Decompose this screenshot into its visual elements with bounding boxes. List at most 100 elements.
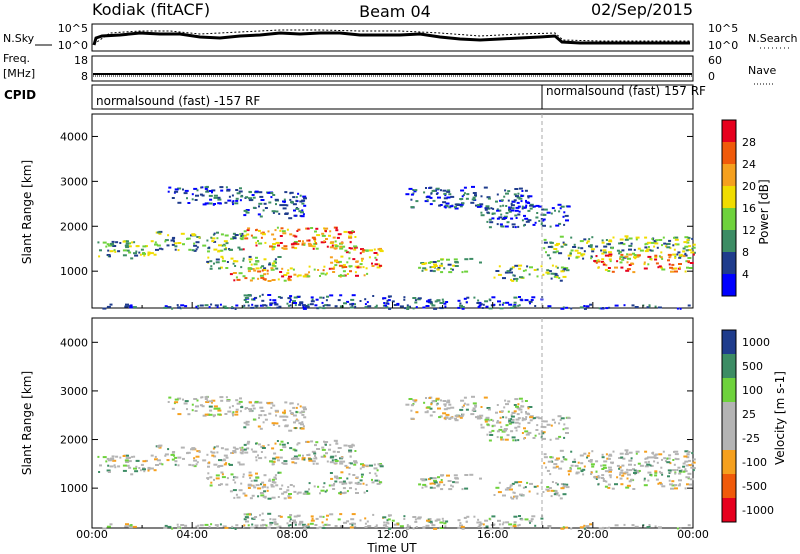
power-echo-cell: [308, 265, 311, 268]
velocity-echo-cell: [267, 512, 272, 515]
velocity-echo-cell: [518, 408, 523, 411]
velocity-echo-cell: [295, 419, 300, 422]
power-echo-cell: [422, 306, 426, 309]
velocity-echo-cell: [688, 483, 693, 486]
power-echo-cell: [313, 238, 317, 241]
power-echo-cell: [339, 247, 344, 250]
velocity-echo-cell: [177, 413, 182, 416]
power-echo-cell: [366, 272, 369, 275]
velocity-echo-cell: [313, 485, 316, 488]
colorbar-tick-label: -1000: [742, 504, 774, 517]
velocity-echo-cell: [255, 442, 257, 445]
velocity-echo-cell: [563, 436, 566, 439]
power-echo-cell: [338, 260, 342, 263]
power-echo-cell: [321, 232, 325, 235]
velocity-echo-cell: [463, 402, 466, 405]
velocity-echo-cell: [220, 471, 224, 474]
velocity-echo-cell: [628, 459, 633, 462]
power-echo-cell: [632, 252, 635, 255]
velocity-echo-cell: [510, 421, 515, 424]
power-echo-cell: [447, 189, 451, 192]
power-echo-cell: [472, 192, 477, 194]
velocity-echo-cell: [446, 407, 451, 410]
velocity-echo-cell: [406, 527, 410, 530]
power-echo-cell: [654, 258, 658, 261]
power-echo-cell: [304, 273, 309, 276]
velocity-echo-cell: [416, 517, 421, 520]
power-echo-cell: [240, 195, 244, 198]
power-echo-cell: [403, 298, 406, 301]
power-echo-cell: [289, 299, 292, 301]
velocity-echo-cell: [290, 457, 294, 460]
power-echo-cell: [644, 250, 649, 253]
velocity-echo-cell: [643, 479, 646, 482]
power-echo-cell: [338, 264, 343, 267]
velocity-echo-cell: [114, 466, 117, 469]
power-echo-cell: [297, 192, 300, 195]
power-echo-cell: [502, 277, 506, 280]
x-tick-label: 16:00: [477, 528, 509, 541]
velocity-echo-cell: [346, 520, 350, 523]
velocity-echo-cell: [344, 464, 348, 467]
velocity-echo-cell: [242, 463, 245, 466]
power-echo-cell: [211, 240, 215, 243]
power-echo-cell: [441, 298, 444, 301]
power-echo-cell: [529, 266, 533, 269]
power-echo-cell: [294, 214, 297, 217]
power-echo-cell: [528, 195, 533, 198]
velocity-echo-cell: [605, 527, 609, 529]
velocity-echo-cell: [620, 469, 624, 472]
power-echo-cell: [332, 236, 336, 239]
velocity-echo-cell: [426, 519, 430, 522]
velocity-echo-cell: [608, 454, 613, 457]
power-echo-cell: [374, 256, 377, 259]
velocity-echo-cell: [204, 413, 209, 416]
velocity-echo-cell: [329, 461, 334, 464]
power-echo-cell: [633, 254, 637, 256]
power-echo-cell: [515, 195, 519, 198]
velocity-echo-cell: [657, 482, 660, 485]
power-echo-cell: [691, 247, 694, 250]
velocity-echo-cell: [193, 398, 198, 400]
velocity-echo-cell: [459, 408, 464, 411]
power-echo-cell: [507, 190, 511, 193]
power-echo-cell: [543, 208, 548, 211]
power-echo-cell: [687, 249, 692, 251]
velocity-echo-cell: [477, 415, 480, 418]
velocity-echo-cell: [662, 450, 665, 453]
power-echo-cell: [633, 248, 636, 251]
power-echo-cell: [422, 267, 427, 270]
velocity-echo-cell: [443, 483, 446, 486]
power-echo-cell: [485, 206, 490, 209]
power-echo-cell: [421, 263, 426, 265]
velocity-echo-cell: [422, 526, 426, 529]
velocity-echo-cell: [372, 513, 375, 516]
power-echo-cell: [213, 194, 218, 197]
power-echo-cell: [374, 263, 379, 266]
velocity-echo-cell: [486, 433, 489, 436]
velocity-echo-cell: [479, 477, 482, 480]
velocity-echo-cell: [597, 483, 600, 486]
power-echo-cell: [520, 299, 524, 302]
velocity-echo-cell: [195, 525, 198, 528]
velocity-echo-cell: [303, 416, 307, 419]
velocity-ytick-label: 3000: [60, 385, 88, 398]
power-echo-cell: [517, 192, 520, 195]
power-echo-cell: [614, 266, 618, 269]
power-echo-cell: [527, 209, 531, 212]
velocity-echo-cell: [314, 454, 316, 457]
velocity-echo-cell: [505, 416, 508, 419]
power-echo-cell: [538, 220, 541, 222]
velocity-echo-cell: [549, 438, 552, 441]
velocity-echo-cell: [436, 485, 440, 488]
velocity-echo-cell: [491, 424, 496, 427]
velocity-echo-cell: [528, 406, 533, 408]
power-echo-cell: [279, 242, 283, 244]
velocity-echo-cell: [221, 459, 224, 462]
nave-tick-lo: 0: [708, 70, 715, 83]
power-echo-cell: [359, 300, 362, 302]
power-echo-cell: [371, 262, 373, 265]
power-echo-cell: [667, 259, 670, 262]
velocity-echo-cell: [444, 416, 449, 419]
power-echo-cell: [216, 237, 219, 240]
